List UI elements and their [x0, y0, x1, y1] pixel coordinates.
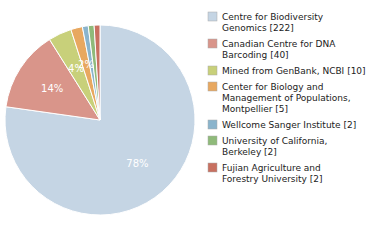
chart: 78%14%4%2%Centre for BiodiversityGenomic…: [0, 0, 380, 240]
legend-item: Centre for BiodiversityGenomics [222]: [208, 12, 324, 33]
data-label: 14%: [41, 83, 63, 94]
legend-swatch: [208, 136, 217, 145]
legend-label-line: Barcoding [40]: [222, 50, 289, 60]
legend-swatch: [208, 163, 217, 172]
pie-slice: [82, 26, 100, 120]
legend-label: Mined from GenBank, NCBI [10]: [222, 66, 366, 76]
legend: Centre for BiodiversityGenomics [222] Can…: [208, 12, 366, 184]
legend-label: Wellcome Sanger Institute [2]: [222, 120, 356, 130]
legend-label-line: Genomics [222]: [222, 23, 294, 33]
legend-label-line: Center for Biology and: [222, 82, 323, 92]
legend-label-line: Management of Populations,: [222, 93, 351, 103]
legend-swatch: [208, 39, 217, 48]
pie-slice: [88, 25, 100, 120]
legend-swatch: [208, 120, 217, 129]
legend-label-line: Wellcome Sanger Institute [2]: [222, 120, 356, 130]
legend-label-line: University of California,: [222, 136, 327, 146]
pie-slice: [5, 25, 195, 215]
data-labels: 78%14%4%2%: [41, 59, 148, 168]
pie: [5, 25, 195, 215]
legend-label: Fujian Agriculture andForestry Universit…: [222, 163, 323, 184]
pie-slice: [94, 25, 100, 120]
legend-swatch: [208, 82, 217, 91]
data-label: 2%: [78, 59, 94, 70]
legend-label: Center for Biology andManagement of Popu…: [222, 82, 351, 114]
legend-item: University of California,Berkeley [2]: [208, 136, 327, 157]
legend-item: Mined from GenBank, NCBI [10]: [208, 66, 366, 76]
legend-label: University of California,Berkeley [2]: [222, 136, 327, 157]
data-label: 78%: [126, 158, 148, 169]
legend-label-line: Forestry University [2]: [222, 174, 323, 184]
legend-swatch: [208, 66, 217, 75]
legend-item: Center for Biology andManagement of Popu…: [208, 82, 351, 114]
legend-label-line: Fujian Agriculture and: [222, 163, 321, 173]
legend-item: Fujian Agriculture andForestry Universit…: [208, 163, 323, 184]
legend-label-line: Canadian Centre for DNA: [222, 39, 336, 49]
legend-label-line: Berkeley [2]: [222, 147, 277, 157]
legend-label-line: Mined from GenBank, NCBI [10]: [222, 66, 366, 76]
legend-item: Canadian Centre for DNABarcoding [40]: [208, 39, 336, 60]
legend-label-line: Centre for Biodiversity: [222, 12, 324, 22]
legend-swatch: [208, 12, 217, 21]
legend-item: Wellcome Sanger Institute [2]: [208, 120, 356, 130]
legend-label: Centre for BiodiversityGenomics [222]: [222, 12, 324, 33]
legend-label-line: Montpellier [5]: [222, 104, 288, 114]
legend-label: Canadian Centre for DNABarcoding [40]: [222, 39, 336, 60]
